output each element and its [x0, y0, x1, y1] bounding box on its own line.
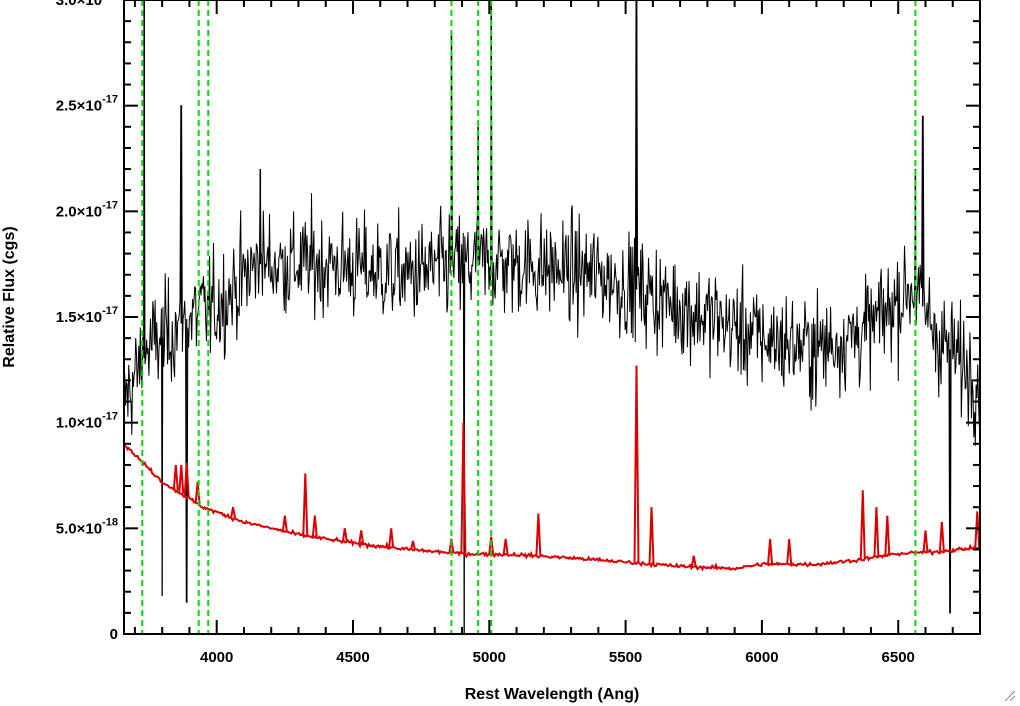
resize-grip-icon[interactable]	[1002, 688, 1016, 702]
model-emission-line	[341, 528, 348, 543]
y-tick-label: 0	[110, 626, 118, 643]
model-emission-line	[488, 536, 495, 555]
model-emission-line	[358, 530, 365, 545]
plot-frame	[123, 0, 981, 635]
model-emission-line	[922, 530, 929, 553]
model-emission-line	[873, 507, 880, 558]
model-emission-line	[502, 538, 509, 555]
model-emission-line	[884, 515, 891, 556]
x-tick-label: 5500	[609, 649, 642, 666]
x-tick-label: 6500	[882, 649, 915, 666]
model-emission-line	[311, 515, 318, 538]
y-tick-label: 3.0×10-17	[56, 0, 118, 9]
model-emission-line	[388, 528, 395, 548]
y-axis-ticks: 0 5.0×10-18 1.0×10-17 1.5×10-17 2.0×10-17 2.5…	[56, 0, 980, 643]
model-emission-line	[648, 507, 655, 565]
x-tick-label: 5000	[473, 649, 506, 666]
model-emission-line	[633, 365, 640, 564]
model-emission-line	[448, 538, 455, 554]
model-emission-line	[172, 464, 179, 491]
model-emission-line	[859, 490, 866, 560]
x-tick-label: 6000	[745, 649, 778, 666]
y-tick-label: 1.0×10-17	[56, 411, 118, 432]
x-tick-label: 4500	[336, 649, 369, 666]
model-emission-line	[460, 422, 467, 554]
model-emission-line	[938, 521, 945, 552]
y-axis-label: Relative Flux (cgs)	[1, 226, 18, 367]
observed-spectrum-series	[123, 0, 981, 635]
model-emission-line	[302, 473, 309, 536]
y-tick-label: 2.5×10-17	[56, 94, 118, 115]
observed-spectrum-line	[123, 0, 981, 635]
model-emission-line	[535, 513, 542, 557]
model-emission-line	[281, 515, 288, 532]
model-emission-line	[767, 538, 774, 565]
model-emission-line	[786, 538, 793, 565]
y-tick-label: 1.5×10-17	[56, 305, 118, 326]
emission-line-markers	[141, 0, 917, 634]
model-spectrum-line	[123, 441, 981, 572]
model-emission-line	[690, 555, 697, 568]
x-axis-ticks: 4000 4500 5000 5500 6000 6500	[133, 0, 981, 666]
model-emission-line	[230, 507, 237, 519]
y-tick-label: 2.0×10-17	[56, 199, 118, 220]
model-emission-line	[178, 464, 185, 494]
y-tick-label: 5.0×10-18	[56, 516, 118, 537]
model-emission-line	[194, 481, 201, 504]
model-spectrum-series	[123, 365, 981, 572]
model-emission-line	[183, 462, 190, 498]
x-axis-label: Rest Wavelength (Ang)	[465, 686, 640, 703]
x-tick-label: 4000	[200, 649, 233, 666]
model-emission-line	[409, 540, 416, 551]
model-emission-line	[974, 511, 981, 548]
